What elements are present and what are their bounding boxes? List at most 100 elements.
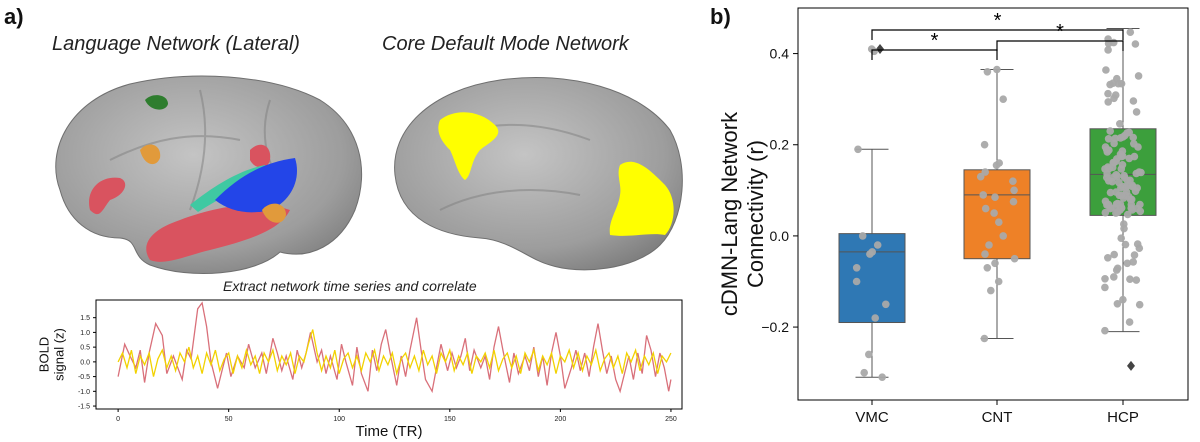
point-hcp bbox=[1101, 275, 1109, 283]
language-orange-1 bbox=[140, 144, 161, 165]
sig-bracket-vmc-hcp bbox=[871, 29, 1124, 40]
point-hcp bbox=[1108, 177, 1116, 186]
point-cnt bbox=[991, 193, 999, 201]
point-cnt bbox=[983, 264, 992, 272]
point-hcp bbox=[1104, 135, 1113, 143]
point-vmc bbox=[858, 232, 867, 240]
point-hcp bbox=[1129, 133, 1137, 142]
timeseries-ytick-label: -1.0 bbox=[78, 389, 90, 396]
boxplot-ylabel-line: cDMN-Lang Network bbox=[717, 111, 742, 316]
point-hcp bbox=[1101, 326, 1109, 335]
point-hcp bbox=[1102, 66, 1110, 74]
point-cnt bbox=[983, 68, 992, 76]
point-hcp bbox=[1111, 134, 1119, 143]
point-hcp bbox=[1123, 210, 1132, 219]
point-vmc bbox=[878, 373, 886, 382]
point-hcp bbox=[1129, 97, 1138, 105]
point-hcp bbox=[1101, 208, 1110, 217]
point-vmc bbox=[860, 368, 868, 377]
point-hcp bbox=[1101, 143, 1110, 151]
point-cnt bbox=[987, 286, 995, 295]
point-hcp bbox=[1115, 178, 1123, 187]
point-vmc bbox=[854, 145, 862, 154]
point-cnt bbox=[980, 140, 989, 149]
point-hcp bbox=[1133, 240, 1142, 248]
point-hcp bbox=[1132, 169, 1141, 178]
point-vmc bbox=[873, 241, 882, 249]
point-hcp bbox=[1103, 201, 1111, 209]
point-vmc bbox=[865, 350, 873, 359]
lateral-brain-image bbox=[55, 75, 362, 274]
point-hcp bbox=[1130, 251, 1139, 259]
point-cnt bbox=[990, 209, 998, 217]
point-cnt bbox=[995, 218, 1003, 226]
point-hcp bbox=[1126, 28, 1135, 36]
point-cnt bbox=[985, 241, 993, 249]
timeseries-ytick-label: 1.0 bbox=[80, 330, 90, 337]
panel-b-label: b) bbox=[710, 4, 731, 29]
point-cnt bbox=[979, 191, 987, 199]
point-hcp bbox=[1112, 203, 1120, 212]
point-hcp bbox=[1104, 89, 1112, 98]
timeseries-xtick-label: 150 bbox=[444, 416, 456, 423]
outlier-vmc bbox=[876, 44, 884, 55]
point-hcp bbox=[1112, 171, 1120, 179]
boxplot-chart: −0.2 0.0 0.2 0.4 VMC CNT HCP cDMN-Lang Network C… bbox=[717, 7, 1189, 426]
panel-a-label: a) bbox=[4, 4, 24, 29]
point-hcp bbox=[1126, 275, 1134, 284]
point-hcp bbox=[1132, 276, 1141, 284]
point-hcp bbox=[1104, 253, 1112, 262]
point-cnt bbox=[993, 65, 1001, 74]
point-hcp bbox=[1120, 224, 1128, 233]
timeseries-xtick-label: 100 bbox=[333, 416, 345, 423]
point-hcp bbox=[1130, 140, 1138, 148]
point-cnt bbox=[1009, 177, 1017, 185]
boxplot-xtick-label-hcp: HCP bbox=[1107, 409, 1139, 426]
timeseries-xtick-label: 250 bbox=[665, 416, 677, 423]
point-hcp bbox=[1110, 94, 1118, 103]
boxplot-ytick-label: 0.0 bbox=[770, 228, 790, 244]
language-red-temporal bbox=[146, 204, 290, 262]
box-vmc bbox=[838, 233, 906, 324]
boxplot-ytick-label: 0.4 bbox=[770, 46, 790, 62]
point-hcp bbox=[1106, 127, 1114, 135]
sig-star-vmc-cnt: * bbox=[931, 30, 939, 52]
language-green bbox=[145, 95, 168, 110]
point-hcp bbox=[1106, 188, 1115, 197]
point-hcp bbox=[1123, 259, 1132, 268]
point-hcp bbox=[1116, 120, 1124, 128]
sig-star-cnt-hcp: * bbox=[1056, 21, 1064, 43]
point-hcp bbox=[1110, 250, 1118, 259]
point-hcp bbox=[1117, 165, 1126, 173]
point-hcp bbox=[1136, 207, 1145, 216]
timeseries-title: Extract network time series and correlat… bbox=[223, 278, 477, 294]
timeseries-frame bbox=[95, 299, 683, 410]
sig-bracket-vmc-cnt bbox=[871, 49, 998, 60]
point-cnt bbox=[994, 277, 1003, 286]
sig-bracket-cnt-hcp bbox=[996, 40, 1124, 51]
timeseries-chart: -1.5 -1.0 -0.5 0.0 0.5 1.0 1.5 0 50 100 150 200 250 T… bbox=[37, 299, 683, 440]
dmn-yellow-anterior bbox=[609, 161, 674, 236]
point-cnt bbox=[976, 172, 985, 181]
language-red-posterior bbox=[250, 144, 271, 168]
boxplot-ylabel: cDMN-Lang Network Connectivity (r) bbox=[717, 111, 768, 316]
point-cnt bbox=[1010, 186, 1018, 195]
medial-brain-title: Core Default Mode Network bbox=[382, 33, 629, 55]
timeseries-xtick-label: 200 bbox=[555, 416, 567, 423]
point-hcp bbox=[1128, 182, 1137, 191]
point-hcp bbox=[1115, 191, 1124, 200]
point-hcp bbox=[1134, 72, 1143, 80]
point-hcp bbox=[1109, 79, 1117, 87]
boxplot-xtick-label-cnt: CNT bbox=[982, 409, 1013, 426]
point-hcp bbox=[1101, 283, 1109, 292]
medial-brain-image bbox=[394, 77, 683, 271]
timeseries-xlabel: Time (TR) bbox=[356, 423, 423, 440]
sig-star-vmc-hcp: * bbox=[994, 10, 1002, 32]
language-orange-2 bbox=[262, 203, 286, 223]
point-hcp bbox=[1104, 39, 1113, 48]
point-vmc bbox=[868, 248, 876, 256]
timeseries-ytick-label: -1.5 bbox=[78, 404, 90, 411]
timeseries-ytick-label: -0.5 bbox=[78, 374, 90, 381]
point-vmc bbox=[852, 277, 861, 286]
point-hcp bbox=[1104, 46, 1112, 54]
